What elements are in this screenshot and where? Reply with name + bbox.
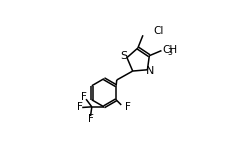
Text: F: F [88, 114, 93, 124]
Text: F: F [77, 102, 83, 113]
Text: S: S [120, 51, 127, 61]
Text: F: F [125, 102, 131, 112]
Text: Cl: Cl [153, 26, 163, 36]
Text: F: F [81, 92, 87, 102]
Text: 3: 3 [168, 47, 173, 56]
Text: CH: CH [162, 45, 178, 55]
Text: N: N [146, 66, 154, 76]
